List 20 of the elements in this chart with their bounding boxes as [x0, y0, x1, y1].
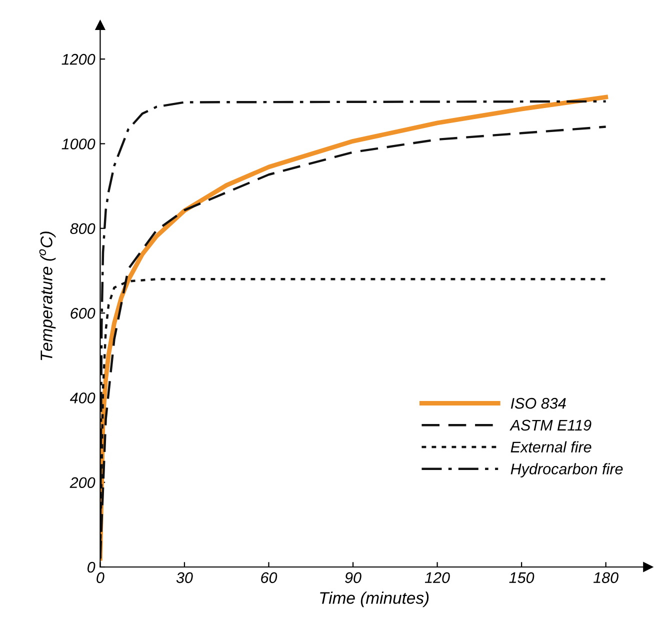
y-tick-label: 1200	[62, 54, 96, 65]
y-tick-label: 1000	[62, 138, 96, 150]
x-tick-label: 120	[424, 572, 450, 584]
y-tick-label: 400	[70, 392, 96, 404]
x-tick-label: 90	[345, 572, 362, 584]
y-axis-title: Temperature ($^{o}$C)	[39, 232, 56, 360]
legend-label: Hydrocarbon fire	[510, 463, 623, 478]
y-tick-label: 600	[70, 308, 96, 319]
legend-label: ASTM E119	[510, 420, 592, 431]
x-tick-label: 150	[509, 572, 534, 584]
x-tick-label: 30	[176, 572, 193, 584]
x-tick-label: 0	[96, 572, 104, 584]
x-tick-label: 180	[593, 572, 618, 584]
x-tick-label: 60	[261, 572, 278, 584]
x-axis-title: Time (minutes)	[320, 592, 429, 608]
legend-label: ISO 834	[510, 398, 566, 409]
y-tick-label: 200	[70, 477, 96, 488]
y-tick-label: 0	[88, 562, 96, 573]
legend-label: External fire	[510, 441, 592, 452]
y-tick-label: 800	[70, 223, 96, 234]
